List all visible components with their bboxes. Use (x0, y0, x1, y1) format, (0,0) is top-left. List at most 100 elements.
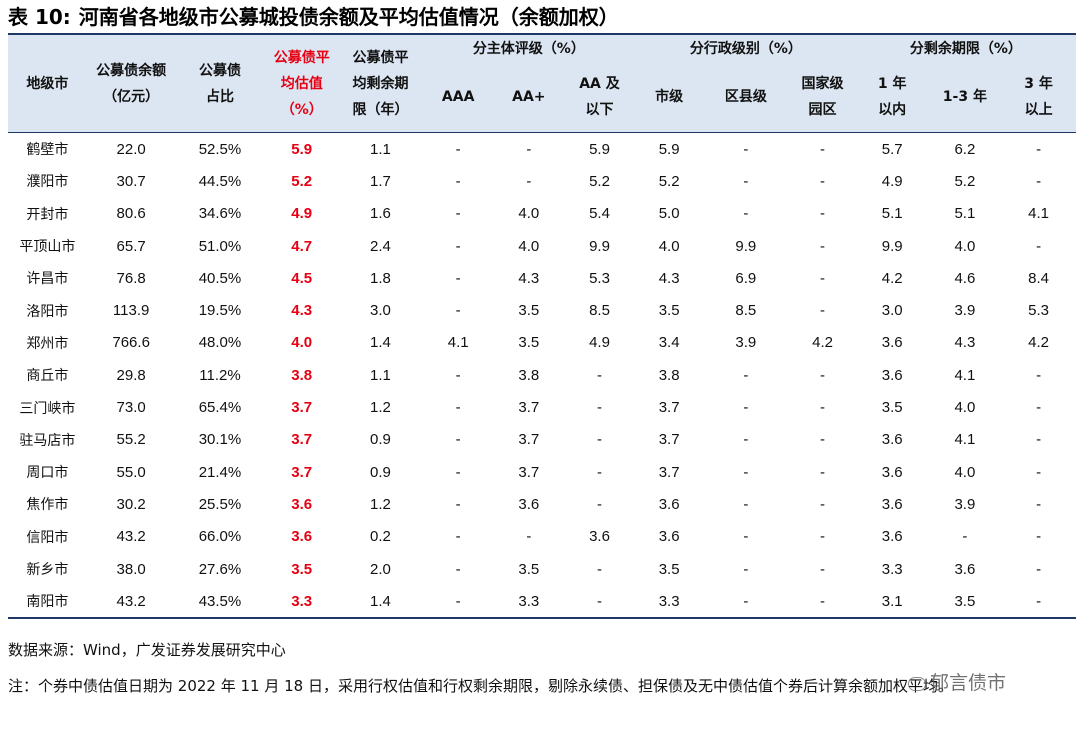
cell-value: 4.1 (954, 366, 976, 384)
cell-value: 3.3 (881, 560, 903, 578)
col-header-1-3y: 1-3 年 (928, 62, 1002, 133)
cell-value: - (455, 269, 461, 287)
cell-value: - (596, 495, 602, 513)
cell-city: 周口市 (26, 465, 69, 482)
cell-value: 6.9 (735, 269, 757, 287)
cell-value: 1.8 (370, 269, 391, 287)
cell-value: - (820, 560, 826, 578)
cell-value: 2.4 (370, 237, 391, 255)
cell-value: 8.5 (589, 302, 610, 320)
cell-value: 65.4% (198, 399, 242, 417)
cell-value: 3.7 (658, 399, 680, 417)
cell-value: - (702, 585, 790, 620)
cell-value: 5.0 (658, 205, 680, 223)
col-header-within-1y: 1 年 以内 (855, 62, 929, 133)
cell-value: 3.7 (658, 431, 680, 449)
footnote: 注：个券中债估值日期为 2022 年 11 月 18 日，采用行权估值和行权剩余… (8, 677, 953, 695)
cell-value: 27.6% (198, 560, 242, 578)
table-row: 许昌市 76.8 40.5% 4.5 1.8 - 4.3 5.3 4.3 6.9 - 4.2 4.6 8.… (8, 262, 1076, 294)
cell-value: 4.2 (812, 334, 833, 352)
cell-value: 38.0 (116, 560, 146, 578)
cell-value: 44.5% (198, 172, 242, 190)
cell-value: 34.6% (198, 205, 242, 223)
cell-value: 3.9 (735, 334, 757, 352)
cell-value: 55.2 (116, 431, 146, 449)
cell-value: - (596, 366, 602, 384)
cell-value: 3.9 (954, 302, 976, 320)
cell-value: 5.2 (589, 172, 610, 190)
cell-value: 5.9 (658, 140, 680, 158)
cell-value: 5.2 (954, 172, 976, 190)
cell-value: 3.5 (291, 560, 313, 578)
cell-value: 3.7 (291, 463, 313, 481)
table-row: 平顶山市 65.7 51.0% 4.7 2.4 - 4.0 9.9 4.0 9.9 - 9.9 4.0 - (8, 230, 1076, 262)
cell-value: - (455, 528, 461, 546)
table-row: 焦作市 30.2 25.5% 3.6 1.2 - 3.6 - 3.6 - - 3.6 3.9 - (8, 488, 1076, 520)
cell-value: 3.8 (291, 366, 313, 384)
table-row: 郑州市 766.6 48.0% 4.0 1.4 4.1 3.5 4.9 3.4 3.9 4.2 3.6… (8, 327, 1076, 359)
table-row: 驻马店市 55.2 30.1% 3.7 0.9 - 3.7 - 3.7 - - 3.6 4.1 - (8, 424, 1076, 456)
cell-value: 1.4 (339, 585, 422, 620)
cell-value: 3.3 (635, 585, 703, 620)
cell-value: - (421, 585, 495, 620)
cell-value: 19.5% (198, 302, 242, 320)
cell-value: - (820, 205, 826, 223)
cell-value: 3.6 (881, 463, 903, 481)
cell-value: 3.8 (518, 366, 540, 384)
cell-value: 4.9 (589, 334, 610, 352)
col-header-over-3y: 3 年 以上 (1001, 62, 1076, 133)
cell-value: - (1036, 528, 1042, 546)
cell-value: 3.6 (658, 528, 680, 546)
cell-value: 43.2 (116, 528, 146, 546)
cell-value: 4.0 (954, 237, 976, 255)
cell-value: 4.3 (518, 269, 540, 287)
cell-value: - (455, 205, 461, 223)
cell-value: 4.9 (881, 172, 903, 190)
cell-value: 4.1 (1028, 205, 1050, 223)
cell-value: 3.6 (881, 528, 903, 546)
cell-value: 1.2 (370, 399, 391, 417)
cell-city: 郑州市 (26, 335, 69, 352)
cell-value: - (820, 172, 826, 190)
cell-value: - (526, 140, 532, 158)
cell-value: 4.1 (954, 431, 976, 449)
cell-value: 4.0 (291, 334, 313, 352)
cell-value: 3.3 (494, 585, 564, 620)
cell-value: - (743, 205, 749, 223)
cell-value: - (1036, 366, 1042, 384)
table-row: 信阳市 43.2 66.0% 3.6 0.2 - - 3.6 3.6 - - 3.6 - - (8, 521, 1076, 553)
cell-value: 5.3 (589, 269, 610, 287)
cell-value: 3.7 (291, 431, 313, 449)
cell-value: 2.0 (370, 560, 391, 578)
cell-value: 51.0% (198, 237, 242, 255)
cell-value: 3.6 (518, 495, 540, 513)
cell-value: - (820, 399, 826, 417)
cell-value: 3.7 (518, 399, 540, 417)
col-header-national-park: 国家级 园区 (789, 62, 856, 133)
cell-value: 80.6 (116, 205, 146, 223)
cell-value: - (743, 495, 749, 513)
cell-value: - (455, 495, 461, 513)
cell-city: 洛阳市 (26, 303, 69, 320)
col-header-share: 公募债 占比 (175, 33, 265, 133)
cell-value: 3.4 (658, 334, 680, 352)
group-header-maturity: 分剩余期限（%） (855, 33, 1076, 62)
col-header-city: 地级市 (8, 33, 87, 133)
col-header-aa-plus: AA+ (494, 62, 564, 133)
cell-value: - (596, 399, 602, 417)
cell-value: - (820, 431, 826, 449)
cell-value: 5.4 (589, 205, 610, 223)
cell-value: 4.0 (518, 237, 540, 255)
cell-value: 4.5 (291, 269, 313, 287)
cell-value: - (743, 560, 749, 578)
col-header-balance: 公募债余额 （亿元） (86, 33, 176, 133)
table-title-text: 河南省各地级市公募城投债余额及平均估值情况（余额加权） (78, 5, 619, 29)
cell-value: 3.6 (589, 528, 610, 546)
table-header: 地级市 公募债余额 （亿元） 公募债 占比 公募债平 均估值 （%） 公募债平 … (8, 33, 1076, 133)
cell-value: 4.7 (291, 237, 313, 255)
cell-value: 3.6 (954, 560, 976, 578)
col-header-avg-remaining: 公募债平 均剩余期 限（年） (339, 33, 422, 133)
cell-value: - (1036, 431, 1042, 449)
table-row: 鹤壁市 22.0 52.5% 5.9 1.1 - - 5.9 5.9 - - 5.7 6.2 - (8, 133, 1076, 166)
cell-value: 11.2% (199, 366, 241, 384)
